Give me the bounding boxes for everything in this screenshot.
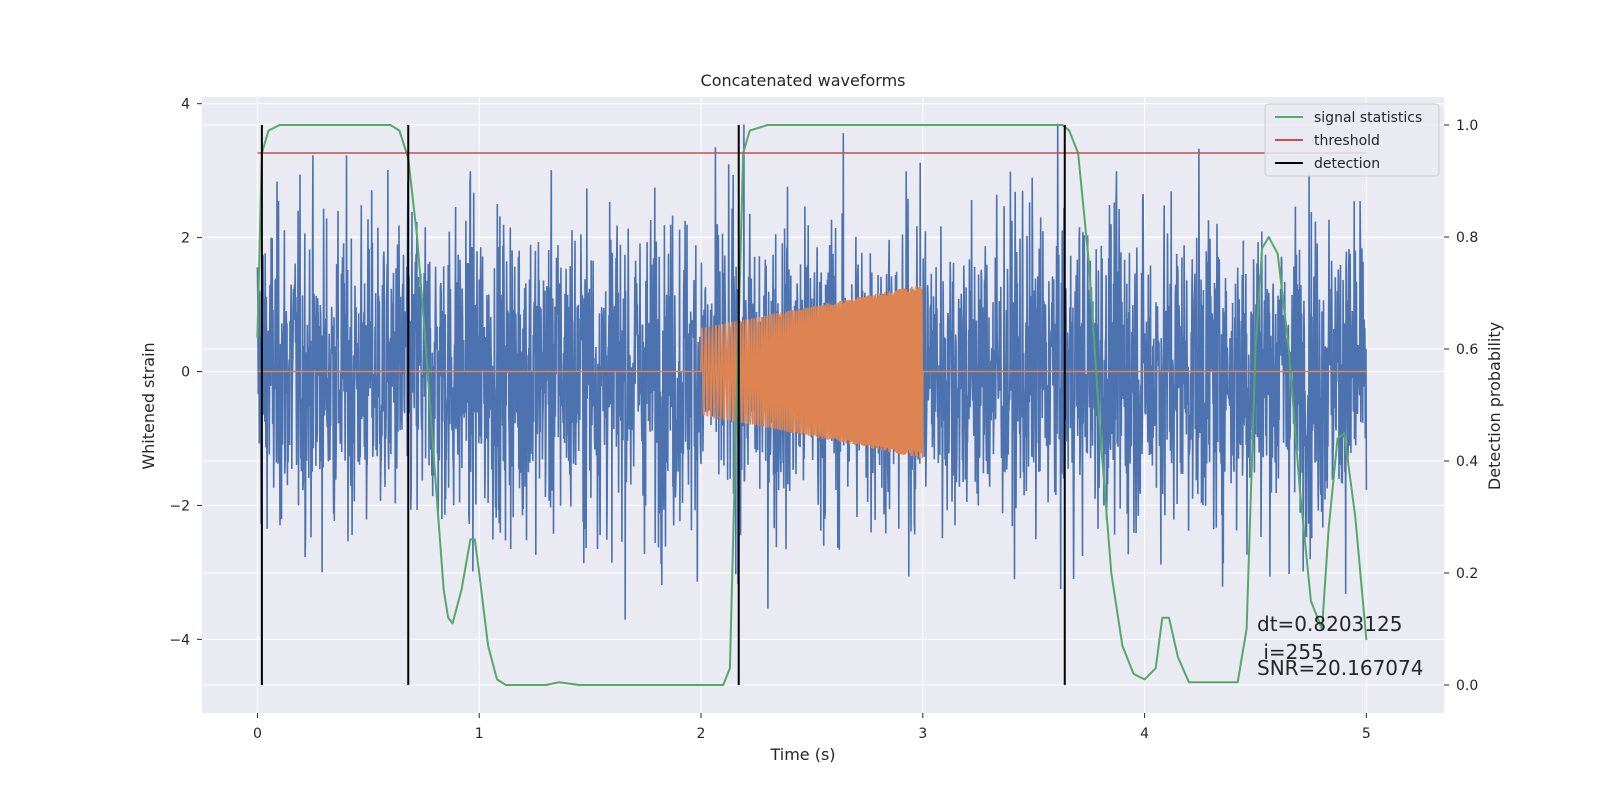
- signal-statistics-line: [256, 124, 1368, 686]
- y2-tick-label: 0.2: [1456, 566, 1478, 582]
- y-tick-label: 0: [181, 365, 190, 381]
- annotation-snr: SNR=20.167074: [1257, 656, 1423, 680]
- signal-statistics-series: [256, 124, 1368, 686]
- x-axis-label: Time (s): [769, 745, 835, 764]
- annotation-index: i=255: [1257, 640, 1324, 664]
- y-tick-label: −4: [169, 632, 190, 648]
- x-tick-label: 4: [1140, 726, 1149, 742]
- y-tick-label: 4: [181, 97, 190, 113]
- y2-axis-label: Detection probability: [1485, 322, 1504, 490]
- x-tick-label: 5: [1362, 726, 1371, 742]
- y2-tick-label: 0.4: [1456, 454, 1478, 470]
- strain-line: [256, 123, 1368, 620]
- y-tick-label: 2: [181, 231, 190, 247]
- legend-label-threshold: threshold: [1314, 133, 1380, 149]
- x-tick-label: 2: [697, 726, 706, 742]
- detection-series: [260, 125, 1066, 685]
- x-tick-label: 0: [253, 726, 262, 742]
- y2-tick-label: 0.6: [1456, 342, 1478, 358]
- legend-label-signal-statistics: signal statistics: [1314, 110, 1422, 126]
- y-tick-label: −2: [169, 498, 190, 514]
- y2-tick-label: 1.0: [1456, 118, 1478, 134]
- strain-series: [256, 123, 1368, 620]
- y2-tick-label: 0.0: [1456, 678, 1478, 694]
- y-axis-label: Whitened strain: [139, 342, 158, 469]
- axes: 0 1 2 3 4 5 −4 −2 0 2 4 0.0 0.2 0.4 0.6 0.8 1.0: [169, 97, 1478, 742]
- x-tick-label: 3: [918, 726, 927, 742]
- chart-title: Concatenated waveforms: [701, 71, 906, 90]
- legend-box: [1264, 103, 1440, 177]
- x-tick-label: 1: [475, 726, 484, 742]
- legend: signal statistics threshold detection: [1264, 103, 1440, 177]
- annotation-dt: dt=0.8203125: [1257, 612, 1402, 636]
- legend-label-detection: detection: [1314, 156, 1380, 172]
- y2-tick-label: 0.8: [1456, 230, 1478, 246]
